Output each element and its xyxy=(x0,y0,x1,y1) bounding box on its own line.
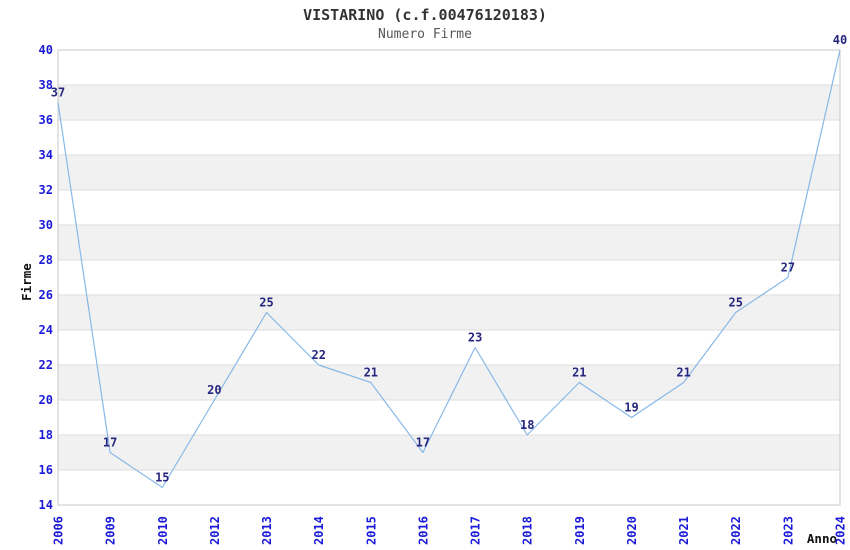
data-label: 23 xyxy=(468,331,482,345)
y-tick-label: 36 xyxy=(39,113,53,127)
y-tick-label: 30 xyxy=(39,218,53,232)
x-tick-label: 2020 xyxy=(625,516,639,545)
data-label: 21 xyxy=(572,366,586,380)
x-tick-label: 2018 xyxy=(521,516,535,545)
x-axis-title: Anno xyxy=(806,531,837,546)
grid-band xyxy=(58,365,840,400)
y-tick-label: 38 xyxy=(39,78,53,92)
chart-title: VISTARINO (c.f.00476120183) xyxy=(303,6,547,24)
x-tick-label: 2015 xyxy=(364,516,378,545)
data-label: 21 xyxy=(364,366,378,380)
data-label: 15 xyxy=(155,471,169,485)
data-label: 17 xyxy=(416,436,430,450)
x-tick-label: 2013 xyxy=(260,516,274,545)
y-tick-label: 32 xyxy=(39,183,53,197)
x-tick-label: 2023 xyxy=(781,516,795,545)
y-tick-label: 26 xyxy=(39,288,53,302)
data-label: 21 xyxy=(676,366,690,380)
y-tick-label: 34 xyxy=(39,148,53,162)
y-tick-label: 14 xyxy=(39,498,53,512)
data-label: 40 xyxy=(833,33,847,47)
data-label: 37 xyxy=(51,86,65,100)
data-label: 25 xyxy=(728,296,742,310)
grid-band xyxy=(58,295,840,330)
grid-band xyxy=(58,85,840,120)
x-tick-label: 2012 xyxy=(208,516,222,545)
y-tick-label: 24 xyxy=(39,323,53,337)
data-label: 27 xyxy=(781,261,795,275)
data-label: 18 xyxy=(520,418,534,432)
series-line xyxy=(57,49,841,489)
x-tick-label: 2021 xyxy=(677,516,691,545)
x-tick-label: 2022 xyxy=(729,516,743,545)
x-tick-label: 2017 xyxy=(469,516,483,545)
chart-subtitle: Numero Firme xyxy=(378,27,472,42)
x-tick-label: 2014 xyxy=(312,516,326,545)
x-tick-label: 2016 xyxy=(416,516,430,545)
y-tick-label: 16 xyxy=(39,463,53,477)
y-tick-label: 40 xyxy=(39,43,53,57)
x-tick-label: 2019 xyxy=(573,516,587,545)
grid-band xyxy=(58,435,840,470)
data-label: 20 xyxy=(207,383,221,397)
data-label: 25 xyxy=(259,296,273,310)
grid-band xyxy=(58,225,840,260)
data-label: 22 xyxy=(311,348,325,362)
grid-band xyxy=(58,155,840,190)
y-tick-label: 18 xyxy=(39,428,53,442)
data-label: 17 xyxy=(103,436,117,450)
x-tick-label: 2010 xyxy=(156,516,170,545)
x-tick-label: 2009 xyxy=(104,516,118,545)
y-tick-label: 20 xyxy=(39,393,53,407)
x-tick-label: 2006 xyxy=(52,516,66,545)
y-tick-label: 22 xyxy=(39,358,53,372)
plot-border xyxy=(57,49,841,506)
x-tick-label: 2024 xyxy=(834,516,848,545)
y-tick-label: 28 xyxy=(39,253,53,267)
data-label: 19 xyxy=(624,401,638,415)
